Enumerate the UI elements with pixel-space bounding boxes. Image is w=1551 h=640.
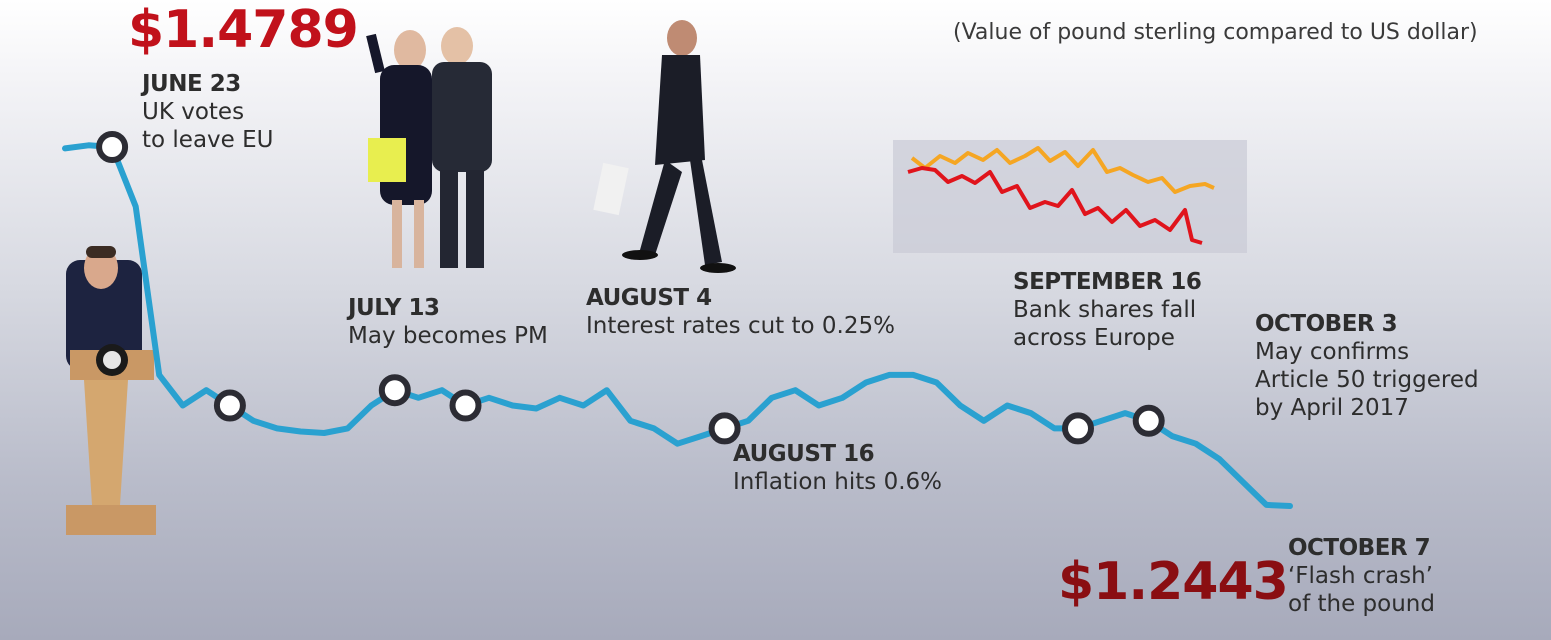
event-marker-6	[1062, 412, 1094, 445]
event-marker-2	[213, 389, 246, 422]
bank-shares-inset	[893, 140, 1247, 253]
event-text: May becomes PM	[348, 323, 548, 349]
event-date: AUGUST 16	[733, 441, 875, 467]
start-price-label: $1.4789	[128, 0, 359, 60]
event-marker-5	[708, 412, 741, 445]
event-date: JUNE 23	[142, 71, 241, 97]
couple-photo	[366, 27, 492, 268]
event-text: ‘Flash crash’ of the pound	[1288, 563, 1435, 617]
event-date: AUGUST 4	[586, 285, 712, 311]
event-date: SEPTEMBER 16	[1013, 269, 1202, 295]
event-label-october-7: OCTOBER 7 ‘Flash crash’ of the pound	[1288, 534, 1435, 618]
event-label-august-4: AUGUST 4 Interest rates cut to 0.25%	[586, 284, 895, 340]
event-label-july-13: JULY 13 May becomes PM	[348, 294, 548, 350]
chart-subtitle: (Value of pound sterling compared to US …	[953, 20, 1478, 45]
event-label-june-23: JUNE 23 UK votes to leave EU	[142, 70, 273, 154]
event-text: May confirms Article 50 triggered by Apr…	[1255, 339, 1479, 421]
event-date: OCTOBER 7	[1288, 535, 1431, 561]
event-text: Bank shares fall across Europe	[1013, 297, 1197, 351]
walking-man-photo	[593, 20, 736, 273]
event-marker-1	[96, 131, 129, 163]
podium-speaker-photo	[66, 246, 156, 535]
event-label-august-16: AUGUST 16 Inflation hits 0.6%	[733, 440, 942, 496]
event-marker-7	[1132, 404, 1165, 437]
event-date: JULY 13	[348, 295, 440, 321]
event-text: UK votes to leave EU	[142, 99, 274, 153]
event-marker-4	[449, 389, 482, 422]
event-date: OCTOBER 3	[1255, 311, 1398, 337]
event-marker-3	[378, 374, 411, 407]
event-text: Interest rates cut to 0.25%	[586, 313, 895, 339]
inset-red-line	[907, 166, 1203, 245]
inset-orange-line	[910, 146, 1215, 194]
event-label-september-16: SEPTEMBER 16 Bank shares fall across Eur…	[1013, 268, 1202, 352]
end-price-label: $1.2443	[1058, 552, 1289, 612]
event-text: Inflation hits 0.6%	[733, 469, 943, 495]
event-label-october-3: OCTOBER 3 May confirms Article 50 trigge…	[1255, 310, 1479, 422]
